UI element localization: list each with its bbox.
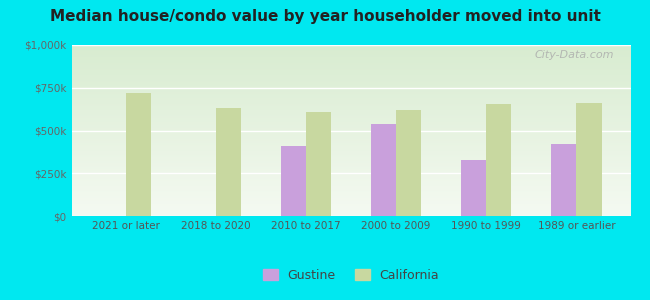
Text: Median house/condo value by year householder moved into unit: Median house/condo value by year househo…: [49, 9, 601, 24]
Text: City-Data.com: City-Data.com: [534, 50, 614, 60]
Bar: [551, 144, 577, 216]
Bar: [371, 124, 396, 216]
Bar: [306, 112, 331, 216]
Legend: Gustine, California: Gustine, California: [258, 264, 444, 287]
Bar: [216, 108, 241, 216]
Bar: [396, 110, 421, 216]
Bar: [281, 146, 306, 216]
Bar: [461, 160, 486, 216]
Bar: [125, 93, 151, 216]
Bar: [486, 104, 512, 216]
Bar: [577, 103, 602, 216]
